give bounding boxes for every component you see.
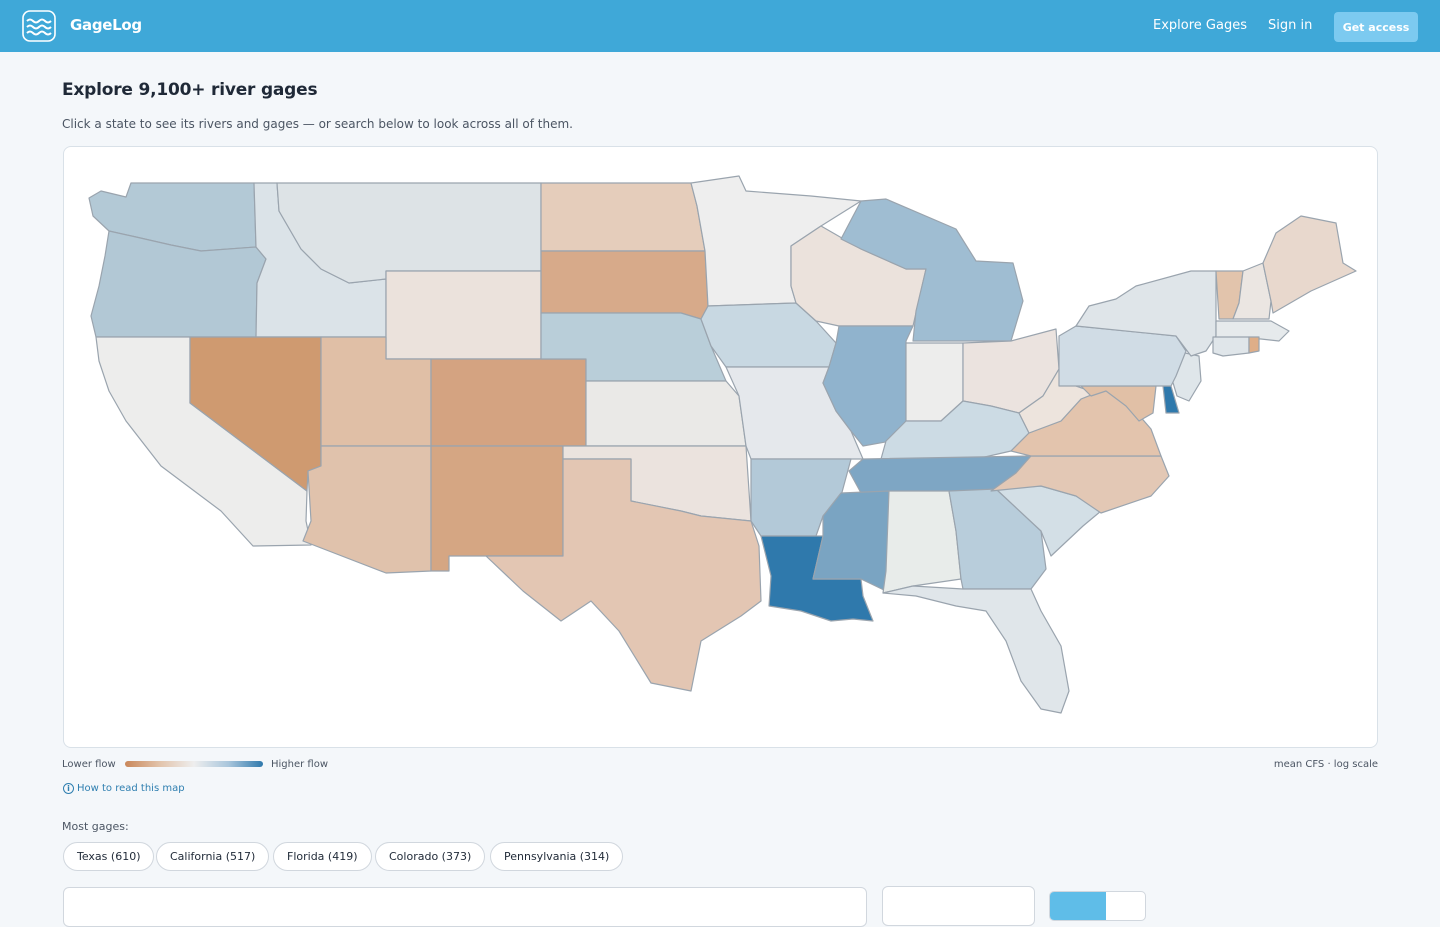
filter-select[interactable] [882, 886, 1035, 926]
how-to-read-label: How to read this map [77, 783, 185, 794]
us-choropleth-map[interactable]: Washington Oregon California Idaho Nevad… [64, 147, 1377, 747]
page-title: Explore 9,100+ river gages [62, 80, 318, 100]
state-michigan[interactable]: Michigan [840, 198, 1024, 342]
chip-florida[interactable]: Florida (419) [273, 842, 372, 871]
page-subtitle: Click a state to see its rivers and gage… [62, 117, 573, 131]
state-rhode-island[interactable]: Rhode Island [1248, 336, 1260, 354]
view-toggle-active[interactable] [1050, 892, 1106, 920]
state-wyoming[interactable]: Wyoming [385, 270, 542, 360]
nav-explore-gages[interactable]: Explore Gages [1153, 18, 1247, 33]
view-toggle[interactable] [1049, 891, 1146, 921]
legend-scale-note: mean CFS · log scale [1273, 759, 1378, 770]
waves-icon[interactable] [22, 10, 56, 42]
brand-name[interactable]: GageLog [70, 16, 142, 34]
chip-california[interactable]: California (517) [156, 842, 270, 871]
legend-high-label: Higher flow [271, 759, 329, 770]
state-arkansas[interactable]: Arkansas [750, 458, 852, 537]
how-to-read-link[interactable]: i How to read this map [63, 783, 185, 794]
info-icon: i [63, 783, 74, 794]
search-input[interactable] [63, 887, 867, 927]
get-access-button[interactable]: Get access [1334, 12, 1418, 42]
legend-low-label: Lower flow [62, 759, 116, 770]
state-north-carolina[interactable]: North Carolina [990, 455, 1170, 514]
state-south-dakota[interactable]: South Dakota [540, 250, 709, 320]
state-connecticut[interactable]: Connecticut [1212, 336, 1250, 357]
state-illinois[interactable]: Illinois [822, 325, 914, 447]
state-new-mexico[interactable]: New Mexico [430, 445, 564, 572]
state-north-dakota[interactable]: North Dakota [540, 182, 706, 252]
top-navbar: GageLog Explore Gages Sign in Get access [0, 0, 1440, 52]
state-florida[interactable]: Florida [882, 585, 1070, 714]
nav-sign-in[interactable]: Sign in [1268, 18, 1313, 33]
legend-color-scale [125, 761, 263, 767]
state-texas[interactable]: Texas [485, 458, 762, 692]
chip-texas[interactable]: Texas (610) [63, 842, 155, 871]
state-colorado[interactable]: Colorado [430, 358, 587, 447]
state-alabama[interactable]: Alabama [882, 490, 962, 594]
state-arizona[interactable]: Arizona [302, 445, 432, 574]
chip-colorado[interactable]: Colorado (373) [375, 842, 486, 871]
state-maryland[interactable]: Maryland [1080, 385, 1157, 422]
map-card: Washington Oregon California Idaho Nevad… [63, 146, 1378, 748]
state-kansas[interactable]: Kansas [585, 380, 747, 447]
state-maine[interactable]: Maine [1262, 215, 1357, 314]
chip-pennsylvania[interactable]: Pennsylvania (314) [490, 842, 624, 871]
most-gages-label: Most gages: [62, 820, 129, 833]
